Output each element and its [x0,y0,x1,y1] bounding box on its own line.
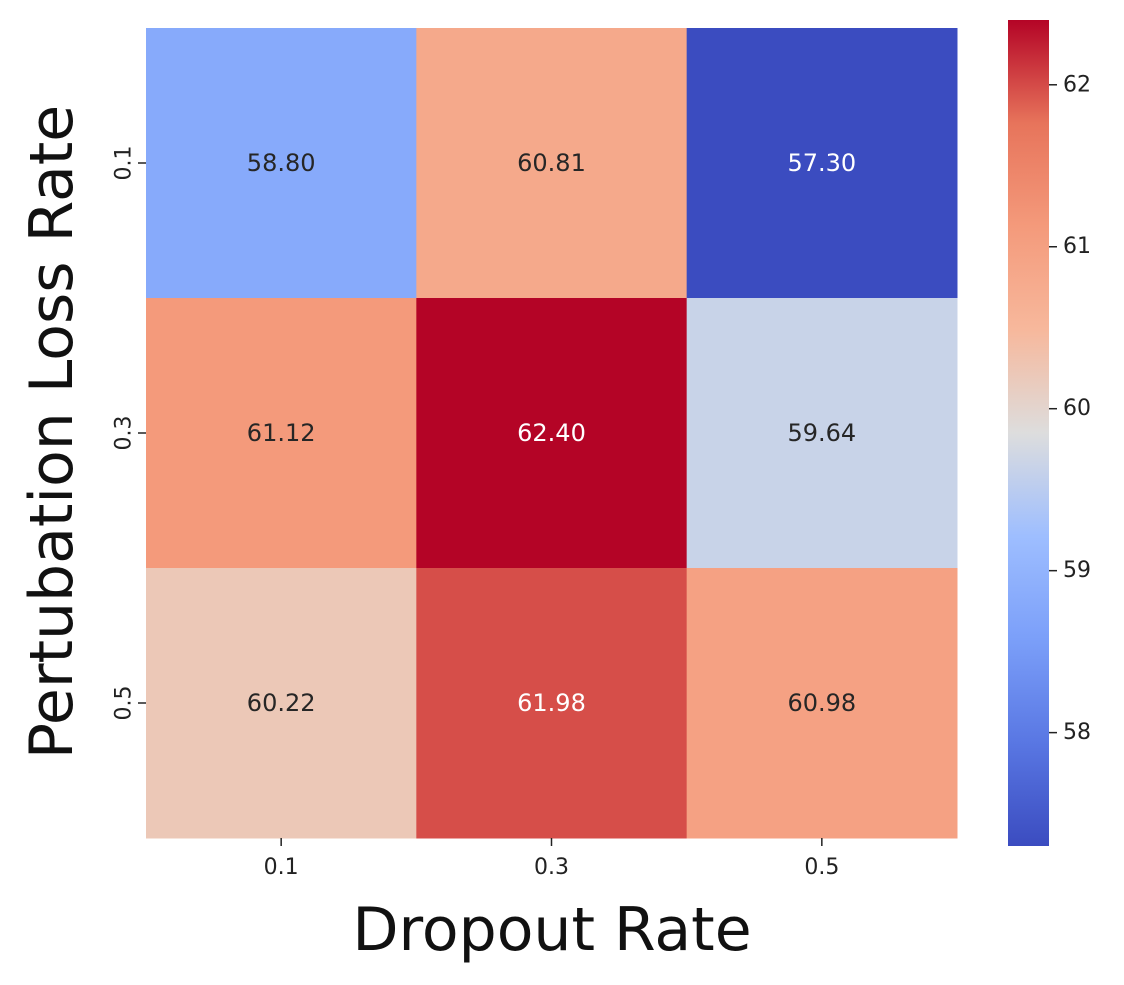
colorbar-tick-label: 60 [1063,396,1091,421]
colorbar: 58 59 60 61 62 [1008,20,1091,846]
y-tick-label: 0.1 [112,146,137,181]
heatmap-cell [686,298,958,569]
x-tick-label: 0.3 [534,855,569,880]
x-tick-label: 0.1 [264,855,299,880]
heatmap-cell [416,568,688,839]
heatmap-cell-labels: 58.80 60.81 57.30 61.12 62.40 59.64 60.22 61.98… [247,149,856,717]
colorbar-tick-label: 61 [1063,234,1091,259]
heatmap-cell [146,568,417,839]
y-tick-label: 0.5 [112,686,137,721]
y-tick-label: 0.3 [112,416,137,451]
heatmap-cell [686,568,958,839]
colorbar-tick-label: 58 [1063,720,1091,745]
x-axis-ticks: 0.1 0.3 0.5 [264,838,839,880]
heatmap-cell [686,28,958,299]
x-axis-title: Dropout Rate [352,895,751,965]
cell-value-label: 60.22 [247,689,316,717]
colorbar-tick-label: 59 [1063,558,1091,583]
cell-value-label: 62.40 [517,419,586,447]
y-axis-ticks: 0.1 0.3 0.5 [112,146,146,721]
cell-value-label: 57.30 [787,149,856,177]
heatmap-cell [146,28,417,299]
cell-value-label: 58.80 [247,149,316,177]
x-tick-label: 0.5 [804,855,839,880]
y-axis-title: Pertubation Loss Rate [17,105,87,759]
cell-value-label: 60.81 [517,149,586,177]
cell-value-label: 59.64 [787,419,856,447]
colorbar-tick-label: 62 [1063,72,1091,97]
cell-value-label: 61.98 [517,689,586,717]
cell-value-label: 60.98 [787,689,856,717]
heatmap-cell [146,298,417,569]
heatmap-cell [416,298,688,569]
heatmap-cells [146,28,958,839]
cell-value-label: 61.12 [247,419,316,447]
heatmap-cell [416,28,688,299]
colorbar-gradient [1008,20,1049,846]
